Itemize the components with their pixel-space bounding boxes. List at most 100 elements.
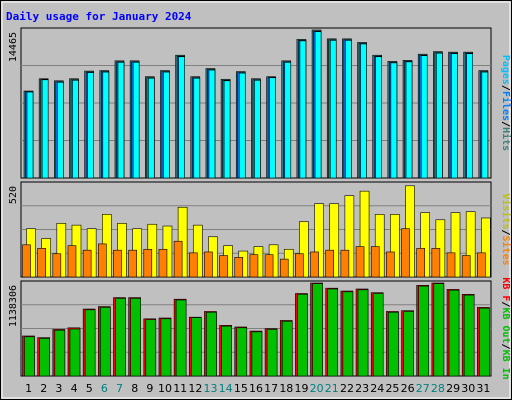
- bar-kbin-day-21: [327, 288, 339, 377]
- bar-visits-day-23: [359, 190, 370, 278]
- panel-kbytes-legend: KB F/KB Out/KB In: [500, 277, 511, 379]
- bar-kbin-day-20: [312, 283, 323, 377]
- bar-visits-day-30: [465, 211, 476, 278]
- bar-sites-day-31: [477, 252, 486, 278]
- x-tick-day-6: 6: [101, 382, 108, 395]
- bar-pages-day-4: [72, 79, 79, 179]
- bar-sites-day-9: [143, 248, 153, 278]
- x-tick-day-25: 25: [385, 382, 399, 395]
- panel-kbytes: 1138306 KB F/KB Out/KB In: [8, 277, 511, 379]
- x-tick-day-17: 17: [264, 382, 278, 395]
- bar-pages-day-28: [436, 52, 443, 179]
- bar-visits-day-25: [390, 214, 400, 278]
- bar-sites-day-23: [355, 246, 365, 278]
- legend-entry: /: [500, 301, 511, 307]
- bar-pages-day-15: [238, 72, 246, 179]
- x-tick-day-23: 23: [355, 382, 369, 395]
- x-tick-day-5: 5: [86, 382, 93, 395]
- bar-pages-day-16: [254, 79, 261, 179]
- panel-kbytes-max-label: 1138306: [8, 285, 19, 327]
- bar-pages-day-9: [147, 77, 155, 179]
- legend-entry: Sites: [500, 236, 512, 266]
- bar-kbin-day-30: [463, 294, 475, 377]
- bar-pages-day-25: [390, 62, 398, 179]
- bar-sites-day-13: [204, 251, 213, 278]
- bar-sites-day-8: [128, 249, 137, 278]
- bar-sites-day-21: [325, 249, 335, 278]
- panel-hits: 14465 Pages/Files/Hits: [8, 27, 512, 179]
- x-tick-day-21: 21: [325, 382, 339, 395]
- bar-kbin-day-13: [206, 311, 217, 377]
- x-tick-day-15: 15: [234, 382, 248, 395]
- bar-sites-day-4: [67, 245, 77, 278]
- x-tick-day-7: 7: [116, 382, 123, 395]
- x-tick-day-27: 27: [416, 382, 430, 395]
- bar-pages-day-8: [132, 62, 140, 179]
- bar-kbin-day-15: [236, 327, 248, 377]
- bar-pages-day-17: [269, 77, 276, 179]
- x-tick-day-30: 30: [461, 382, 475, 395]
- bar-kbin-day-7: [115, 298, 126, 377]
- bar-visits-day-22: [344, 195, 355, 278]
- bar-visits-day-27: [420, 212, 430, 278]
- bar-kbin-day-25: [388, 311, 399, 377]
- bar-kbin-day-29: [448, 289, 460, 377]
- bar-sites-day-14: [219, 255, 228, 278]
- x-tick-day-18: 18: [279, 382, 293, 395]
- bar-kbin-day-3: [54, 329, 66, 377]
- bar-pages-day-21: [329, 40, 337, 179]
- bar-kbin-day-28: [433, 283, 445, 377]
- legend-entry: /: [500, 229, 511, 235]
- bar-kbin-day-1: [24, 336, 35, 377]
- x-tick-day-10: 10: [158, 382, 172, 395]
- bar-pages-day-10: [163, 71, 170, 179]
- bar-sites-day-12: [188, 252, 198, 278]
- bar-pages-day-26: [405, 61, 413, 179]
- bar-sites-day-5: [82, 249, 92, 278]
- bar-sites-day-28: [431, 248, 441, 278]
- bar-sites-day-24: [370, 246, 380, 278]
- bar-kbin-day-22: [342, 291, 354, 377]
- x-tick-day-4: 4: [71, 382, 78, 395]
- bar-pages-day-31: [481, 71, 489, 179]
- x-tick-day-3: 3: [55, 382, 62, 395]
- legend-entry: Pages: [500, 55, 511, 85]
- bar-kbin-day-11: [175, 299, 187, 377]
- x-tick-day-11: 11: [173, 382, 187, 395]
- x-tick-day-14: 14: [219, 382, 233, 395]
- bar-sites-day-19: [295, 253, 304, 278]
- bar-visits-day-20: [314, 203, 324, 278]
- panel-hits-legend: Pages/Files/Hits: [500, 55, 512, 151]
- bar-kbin-day-12: [190, 317, 202, 377]
- x-tick-day-22: 22: [340, 382, 354, 395]
- panel-hits-max-label: 14465: [8, 32, 19, 62]
- x-tick-day-12: 12: [188, 382, 202, 395]
- chart-title: Daily usage for January 2024: [6, 10, 192, 23]
- bar-kbin-day-23: [357, 289, 369, 377]
- bar-kbin-day-17: [266, 329, 278, 377]
- bar-pages-day-13: [208, 69, 216, 179]
- x-tick-day-29: 29: [446, 382, 460, 395]
- panel-visits: 520 Visits/Sites: [8, 181, 512, 278]
- x-tick-day-16: 16: [249, 382, 263, 395]
- bar-sites-day-17: [264, 254, 274, 278]
- x-tick-day-20: 20: [310, 382, 324, 395]
- bar-pages-day-18: [284, 62, 292, 179]
- bar-kbin-day-6: [100, 307, 111, 377]
- bar-kbin-day-19: [297, 293, 308, 377]
- legend-entry: KB In: [500, 350, 511, 380]
- bar-sites-day-27: [416, 248, 425, 278]
- bar-sites-day-18: [279, 258, 289, 278]
- bar-pages-day-27: [420, 55, 428, 179]
- legend-entry: KB Out: [500, 307, 511, 343]
- bar-sites-day-29: [446, 252, 456, 278]
- bar-pages-day-20: [314, 31, 322, 179]
- bar-sites-day-22: [340, 249, 350, 278]
- bar-visits-day-3: [56, 223, 67, 278]
- bar-pages-day-24: [375, 56, 383, 179]
- bar-visits-day-21: [329, 203, 340, 278]
- bar-sites-day-10: [158, 248, 168, 278]
- bar-pages-day-11: [178, 56, 185, 179]
